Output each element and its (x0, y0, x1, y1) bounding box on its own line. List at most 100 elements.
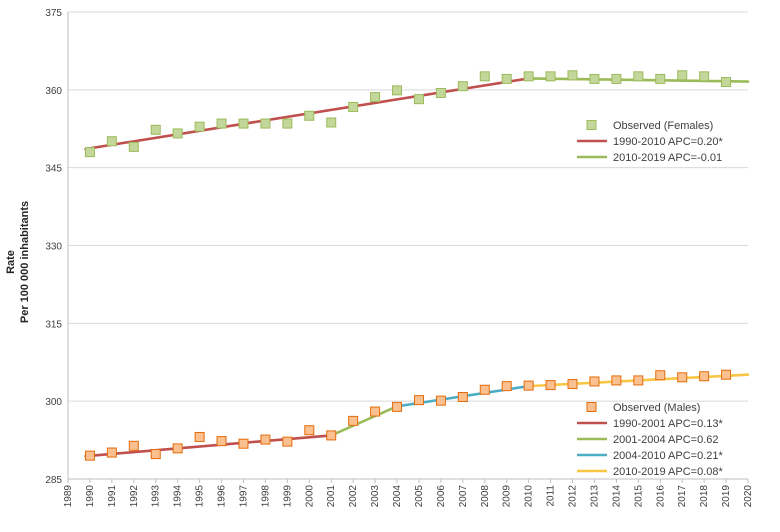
legend-0: Observed (Females) 1990-2010 APC=0.20* 201… (577, 120, 724, 164)
x-tick-label-2003: 2003 (370, 485, 381, 508)
marker-males-1999 (282, 436, 293, 447)
legend-label-1-3: 2004-2010 APC=0.21* (613, 450, 724, 462)
x-tick-label-2019: 2019 (721, 485, 732, 508)
marker-females-2014 (611, 73, 622, 84)
marker-females-2006 (435, 87, 446, 98)
marker-males-2019 (721, 369, 732, 380)
y-tick-label-375: 375 (45, 8, 62, 19)
x-tick-label-2002: 2002 (348, 485, 359, 508)
marker-females-2017 (677, 70, 688, 81)
marker-females-2004 (392, 85, 403, 96)
x-tick-label-1992: 1992 (129, 485, 140, 508)
x-tick-label-1998: 1998 (260, 485, 271, 508)
marker-males-2010 (523, 380, 534, 391)
legend-label-0-0: Observed (Females) (613, 120, 713, 132)
legend-label-0-2: 2010-2019 APC=-0.01 (613, 152, 722, 164)
marker-males-2012 (567, 379, 578, 390)
y-axis-subtitle: Per 100 000 inhabitants (19, 201, 31, 323)
legend-marker-1-0 (586, 402, 597, 412)
x-tick-label-2012: 2012 (568, 485, 579, 508)
legend-label-1-0: Observed (Males) (613, 402, 700, 414)
marker-males-2016 (655, 370, 666, 381)
marker-females-1991 (106, 136, 117, 147)
marker-females-1996 (216, 118, 227, 129)
x-tick-label-2007: 2007 (458, 485, 469, 508)
marker-males-1998 (260, 434, 271, 445)
legend-label-1-1: 1990-2001 APC=0.13* (613, 418, 724, 430)
marker-males-1993 (150, 449, 161, 460)
x-tick-label-2005: 2005 (414, 485, 425, 508)
marker-females-2002 (348, 101, 359, 112)
marker-females-2015 (633, 71, 644, 82)
marker-males-1997 (238, 438, 249, 449)
marker-females-2013 (589, 73, 600, 84)
marker-males-2001 (326, 430, 337, 441)
marker-females-2000 (304, 110, 315, 121)
legend-label-0-1: 1990-2010 APC=0.20* (613, 136, 724, 148)
x-tick-label-2015: 2015 (633, 485, 644, 508)
marker-males-1995 (194, 431, 205, 442)
legend-label-1-2: 2001-2004 APC=0.62 (613, 434, 719, 446)
marker-females-2019 (721, 77, 732, 88)
x-tick-label-1990: 1990 (85, 485, 96, 508)
marker-males-2002 (348, 415, 359, 426)
legend-marker-0-0 (586, 120, 597, 130)
x-tick-label-2016: 2016 (655, 485, 666, 508)
marker-females-1994 (172, 128, 183, 139)
y-axis-title: Rate (5, 250, 17, 274)
marker-males-2014 (611, 375, 622, 386)
marker-males-2013 (589, 376, 600, 387)
marker-females-2005 (413, 94, 424, 105)
marker-males-2008 (479, 384, 490, 395)
legends: Observed (Females) 1990-2010 APC=0.20* 201… (577, 120, 724, 478)
marker-males-1992 (128, 440, 139, 451)
y-tick-label-285: 285 (45, 475, 62, 486)
marker-females-2016 (655, 73, 666, 84)
marker-females-2009 (501, 73, 512, 84)
x-tick-label-1989: 1989 (63, 485, 74, 508)
marker-females-1998 (260, 118, 271, 129)
marker-females-2008 (479, 71, 490, 82)
marker-females-2012 (567, 70, 578, 81)
marker-males-2005 (413, 395, 424, 406)
marker-males-1994 (172, 443, 183, 454)
series-line-males-2 (84, 434, 333, 458)
marker-females-2007 (457, 81, 468, 92)
marker-females-1990 (84, 147, 95, 158)
tick-labels: 285 300 315 330 345 360 375 1989 1990 1991 1992 199… (45, 8, 754, 507)
x-tick-label-2018: 2018 (699, 485, 710, 508)
marker-males-2011 (545, 380, 556, 391)
marker-males-2003 (370, 406, 381, 417)
marker-males-2015 (633, 375, 644, 386)
x-tick-label-2004: 2004 (392, 485, 403, 508)
marker-males-2006 (435, 395, 446, 406)
y-tick-label-345: 345 (45, 164, 62, 175)
legend-1: Observed (Males) 1990-2001 APC=0.13* 2001-… (577, 402, 724, 478)
marker-males-2009 (501, 381, 512, 392)
x-tick-label-1997: 1997 (238, 485, 249, 508)
marker-females-2018 (699, 71, 710, 82)
marker-males-1990 (84, 450, 95, 461)
y-tick-label-360: 360 (45, 86, 62, 97)
x-tick-label-2020: 2020 (743, 485, 754, 508)
marker-males-1991 (106, 447, 117, 458)
marker-males-2000 (304, 425, 315, 436)
marker-females-1995 (194, 121, 205, 132)
x-tick-label-1995: 1995 (195, 485, 206, 508)
marker-females-1992 (128, 141, 139, 152)
marker-males-2007 (457, 392, 468, 403)
marker-females-2011 (545, 71, 556, 82)
x-tick-label-2001: 2001 (326, 485, 337, 508)
y-tick-label-330: 330 (45, 242, 62, 253)
marker-females-2003 (370, 92, 381, 103)
marker-males-2018 (699, 371, 710, 382)
x-tick-label-2006: 2006 (436, 485, 447, 508)
marker-males-2017 (677, 372, 688, 383)
x-tick-label-2014: 2014 (611, 485, 622, 508)
marker-females-2001 (326, 117, 337, 128)
x-tick-label-2010: 2010 (524, 485, 535, 508)
marker-males-2004 (392, 401, 403, 412)
gridlines (68, 11, 748, 480)
marker-females-1993 (150, 124, 161, 135)
